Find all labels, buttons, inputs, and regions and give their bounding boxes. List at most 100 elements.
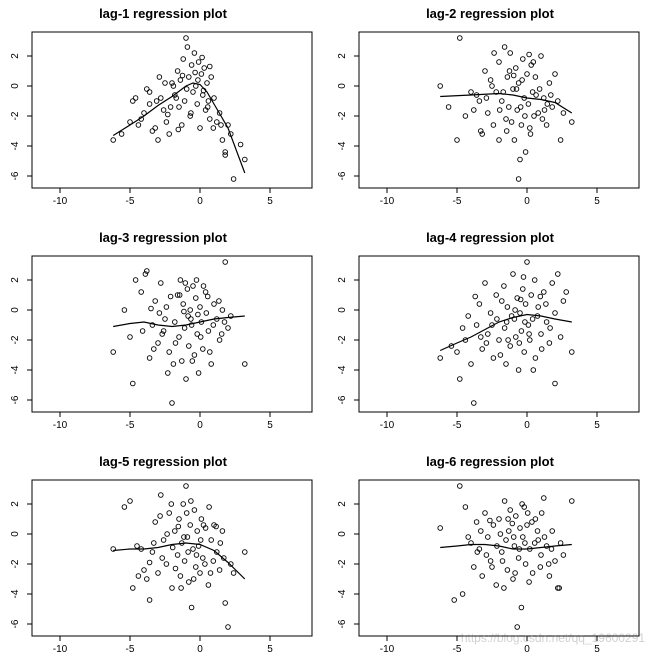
data-point bbox=[176, 334, 182, 340]
data-point bbox=[183, 35, 189, 41]
data-point bbox=[522, 319, 528, 325]
data-point bbox=[472, 293, 478, 300]
data-point bbox=[454, 349, 460, 355]
data-point bbox=[519, 77, 525, 83]
data-point bbox=[180, 56, 186, 62]
data-point bbox=[513, 65, 519, 71]
data-point bbox=[510, 576, 516, 582]
data-point bbox=[527, 125, 533, 131]
data-point bbox=[176, 516, 182, 522]
data-point bbox=[197, 125, 203, 131]
data-point bbox=[183, 510, 190, 516]
data-point bbox=[228, 313, 234, 319]
y-tick-label: -6 bbox=[10, 619, 21, 628]
data-point bbox=[487, 558, 494, 564]
data-point bbox=[521, 349, 527, 355]
data-point bbox=[518, 328, 525, 334]
data-point bbox=[512, 570, 518, 576]
data-point bbox=[205, 582, 212, 588]
data-point bbox=[496, 107, 503, 113]
y-tick-label: -4 bbox=[337, 141, 348, 150]
y-tick-label: -2 bbox=[337, 335, 348, 344]
data-point bbox=[525, 322, 532, 328]
data-point bbox=[465, 313, 471, 319]
data-point bbox=[221, 319, 228, 325]
data-point bbox=[563, 289, 569, 295]
x-tick-label: 5 bbox=[267, 644, 273, 655]
scatter-plot: -10 -5 0 5 2 0 -2 -4 -6 bbox=[10, 479, 313, 655]
data-point bbox=[141, 567, 147, 573]
data-point bbox=[169, 400, 175, 406]
data-point bbox=[172, 92, 178, 98]
data-point bbox=[163, 561, 170, 567]
data-point bbox=[166, 131, 172, 137]
data-point bbox=[181, 558, 188, 564]
data-point bbox=[169, 80, 175, 86]
data-point bbox=[132, 277, 139, 283]
regression-line bbox=[440, 543, 572, 550]
data-point bbox=[459, 325, 466, 331]
data-point bbox=[172, 340, 179, 346]
x-tick-label: 0 bbox=[197, 196, 203, 207]
data-point bbox=[135, 573, 142, 579]
data-point bbox=[532, 355, 539, 361]
data-point bbox=[462, 113, 469, 119]
data-point bbox=[471, 107, 477, 113]
data-point bbox=[204, 104, 211, 110]
data-point bbox=[200, 555, 206, 561]
data-point bbox=[184, 534, 191, 540]
data-point bbox=[494, 316, 500, 322]
data-point bbox=[230, 570, 237, 576]
scatter-plot: -10 -5 0 5 2 0 -2 -4 -6 bbox=[337, 479, 640, 655]
data-point bbox=[194, 331, 200, 337]
data-point bbox=[162, 80, 168, 86]
data-point bbox=[153, 98, 160, 104]
data-point bbox=[166, 510, 172, 516]
y-tick-label: 0 bbox=[337, 531, 348, 537]
data-point bbox=[526, 51, 532, 58]
data-point bbox=[506, 68, 513, 74]
x-tick-label: 5 bbox=[267, 420, 273, 431]
data-point bbox=[517, 104, 524, 110]
data-point bbox=[237, 141, 244, 148]
x-tick-label: -10 bbox=[380, 196, 395, 207]
data-point bbox=[473, 519, 480, 525]
data-point bbox=[222, 149, 228, 155]
data-point bbox=[228, 561, 234, 567]
panel-lag-5: lag-5 regression plot -10 -5 0 5 2 0 -2 -4 -6 bbox=[0, 448, 326, 667]
x-tick-label: -5 bbox=[453, 644, 462, 655]
data-point bbox=[544, 101, 551, 107]
data-point bbox=[530, 367, 537, 373]
data-point bbox=[149, 128, 156, 134]
data-point bbox=[118, 131, 125, 137]
data-point bbox=[191, 50, 198, 56]
data-point bbox=[487, 77, 494, 83]
data-point bbox=[179, 122, 185, 128]
data-point bbox=[543, 319, 550, 325]
data-point bbox=[158, 492, 164, 498]
y-tick-label: 0 bbox=[10, 307, 21, 313]
x-tick-label: 5 bbox=[594, 644, 600, 655]
data-point bbox=[132, 95, 139, 101]
data-point bbox=[529, 570, 536, 576]
data-point bbox=[204, 80, 210, 86]
data-point bbox=[157, 513, 163, 519]
data-point bbox=[174, 552, 181, 558]
data-point bbox=[242, 156, 248, 163]
data-point bbox=[221, 555, 227, 561]
data-point bbox=[144, 86, 150, 92]
data-point bbox=[476, 301, 483, 307]
data-point bbox=[501, 283, 507, 289]
data-point bbox=[151, 346, 157, 352]
x-tick-label: -5 bbox=[126, 420, 135, 431]
data-point bbox=[195, 77, 201, 83]
data-point bbox=[127, 334, 133, 340]
data-point bbox=[177, 573, 184, 579]
data-point bbox=[485, 110, 491, 116]
data-point bbox=[184, 44, 191, 50]
data-point bbox=[219, 137, 226, 143]
data-point bbox=[190, 283, 196, 289]
data-point bbox=[208, 361, 214, 367]
data-point bbox=[155, 340, 161, 346]
data-point bbox=[230, 176, 237, 182]
